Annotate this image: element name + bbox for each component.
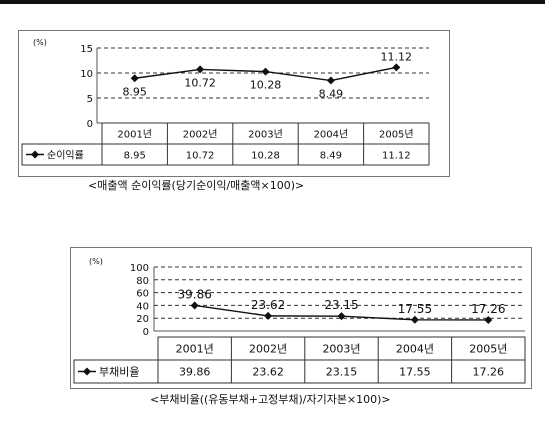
data-value-label: 8.49 [319, 88, 344, 101]
data-value-label: 23.62 [251, 298, 285, 312]
table-value-cell: 10.28 [251, 151, 280, 162]
data-value-label: 39.86 [178, 287, 212, 301]
top-rule [0, 0, 545, 4]
y-unit-label: (%) [33, 38, 47, 47]
profit-margin-caption: <매출액 순이익률(당기순이익/매출액×100)> [88, 179, 305, 192]
y-tick-label: 60 [136, 289, 149, 300]
y-tick-label: 40 [136, 301, 149, 312]
table-value-cell: 10.72 [186, 151, 215, 162]
y-tick-label: 0 [87, 119, 93, 130]
y-tick-label: 100 [130, 263, 149, 274]
profit-margin-chart-panel: (%) 15 10 5 0 8.95 10.72 10.28 8.49 11.12 2001년 8.9… [18, 30, 450, 177]
data-point-marker [410, 315, 419, 324]
y-tick-label: 15 [80, 44, 93, 55]
data-value-label: 17.55 [398, 302, 432, 316]
y-tick-label: 5 [87, 94, 93, 105]
table-value-cell: 8.95 [124, 151, 146, 162]
legend-label: 부채비율 [99, 366, 139, 379]
table-data-row [73, 359, 526, 384]
y-tick-label: 0 [143, 327, 149, 338]
data-point-marker [190, 301, 199, 310]
data-point-marker [264, 311, 273, 320]
table-year-label: 2005년 [469, 343, 507, 356]
profit-margin-chart: (%) 15 10 5 0 8.95 10.72 10.28 8.49 11.12 2001년 8.9… [21, 38, 430, 166]
data-value-label: 11.12 [381, 50, 413, 63]
table-value-cell: 39.86 [179, 366, 211, 379]
table-value-cell: 17.55 [399, 366, 431, 379]
legend-marker [83, 367, 91, 376]
legend-marker [31, 150, 39, 159]
debt-ratio-caption: <부채비율((유동부채+고정부채)/자기자본×100)> [150, 393, 391, 406]
table-value-cell: 23.62 [252, 366, 284, 379]
table-year-label: 2005년 [379, 129, 414, 141]
data-point-marker [484, 315, 493, 324]
y-tick-label: 80 [136, 276, 149, 287]
data-value-label: 10.72 [184, 76, 216, 89]
y-tick-label: 20 [136, 314, 149, 325]
data-point-marker [130, 74, 139, 83]
table-year-label: 2001년 [176, 343, 214, 356]
y-unit-label: (%) [89, 257, 103, 266]
table-value-cell: 8.49 [320, 151, 342, 162]
table-year-label: 2004년 [314, 129, 349, 141]
y-tick-label: 10 [80, 69, 93, 80]
data-point-marker [196, 65, 205, 74]
data-value-label: 10.28 [250, 79, 282, 92]
table-year-label: 2002년 [183, 129, 218, 141]
data-value-label: 17.26 [471, 302, 505, 316]
table-data-row [21, 143, 430, 166]
legend-label: 순이익률 [47, 150, 84, 162]
data-point-marker [337, 312, 346, 321]
debt-ratio-chart-panel: (%) 100 80 60 40 20 0 39.86 23.62 23.15 17.55 17.26… [70, 247, 532, 389]
table-year-label: 2001년 [117, 129, 152, 141]
data-value-label: 23.15 [324, 298, 358, 312]
table-value-cell: 23.15 [326, 366, 358, 379]
table-year-label: 2004년 [396, 343, 434, 356]
table-year-label: 2003년 [322, 343, 360, 356]
data-point-marker [326, 76, 335, 85]
table-year-label: 2002년 [249, 343, 287, 356]
data-point-marker [392, 63, 401, 72]
data-point-marker [261, 67, 270, 76]
table-value-cell: 11.12 [382, 151, 411, 162]
table-value-cell: 17.26 [473, 366, 505, 379]
table-year-label: 2003년 [248, 129, 283, 141]
data-value-label: 8.95 [122, 85, 147, 98]
